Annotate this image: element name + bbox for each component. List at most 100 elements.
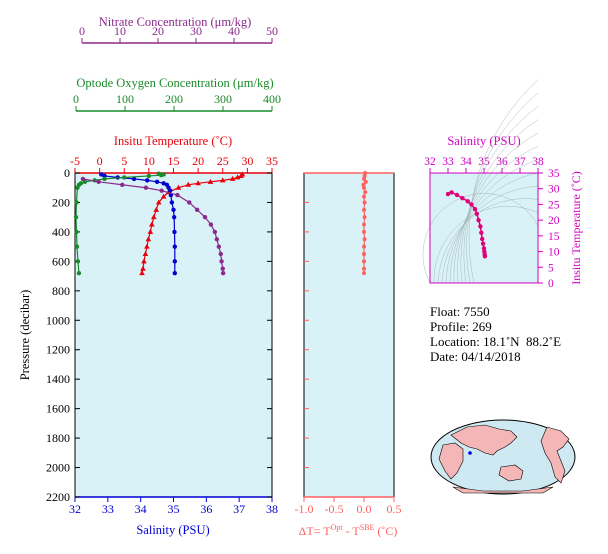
ts-point (476, 217, 481, 223)
ts-temperature-tick-label: 25 (548, 199, 560, 211)
ts-frame (429, 172, 539, 284)
salinity-axis-tick-label: 36 (200, 502, 212, 516)
oxygen-axis-tick-label: 400 (263, 92, 281, 106)
profile-line: Profile: 269 (430, 319, 561, 334)
salinity-point (171, 214, 177, 220)
ts-point (460, 195, 465, 201)
nitrate-axis-tick-label: 10 (114, 24, 126, 38)
ts-temperature-tick-label: 5 (548, 262, 554, 274)
optode-oxygen-concentration-point (76, 270, 82, 276)
delta-t-point (362, 237, 367, 242)
insitu-temperature-point (155, 199, 162, 205)
pressure-tick-label: 400 (52, 225, 70, 239)
map-land-africa (438, 442, 464, 480)
ts-point (479, 230, 484, 235)
nitrate-concentration-point (219, 259, 224, 264)
salinity-point (172, 229, 177, 235)
nitrate-concentration-point (120, 182, 125, 187)
ts-salinity-axis-title: Salinity (PSU) (447, 134, 520, 148)
delta-t-point (362, 222, 366, 227)
ts-temperature-tick-label: 35 (548, 168, 560, 180)
salinity-point (171, 207, 176, 213)
salinity-point (169, 200, 175, 205)
nitrate-concentration-point (212, 229, 218, 235)
delta-t-point (362, 271, 366, 276)
dt-plot-area (303, 172, 395, 498)
ts-isoline (463, 106, 539, 284)
ts-point (482, 254, 488, 259)
insitu-temperature-line (141, 174, 243, 274)
pressure-tick-label: 2200 (46, 490, 70, 504)
ts-salinity-axis-tick-label: 37 (514, 156, 526, 168)
insitu-temperature-point (151, 214, 157, 220)
salinity-point (172, 244, 178, 249)
delta-t-point (362, 244, 366, 249)
ts-salinity-axis-tick-label: 32 (424, 156, 436, 168)
ts-point (472, 206, 478, 212)
insitu-temperature-point (219, 177, 226, 183)
ts-point (445, 191, 451, 197)
ts-isoline (445, 172, 539, 284)
optode-oxygen-concentration-point (75, 185, 80, 190)
delta-t-point (362, 176, 366, 181)
ts-salinity-axis-tick-label: 34 (460, 156, 472, 168)
nitrate-concentration-point (187, 200, 192, 205)
oxygen-axis-tick-label: 100 (116, 92, 134, 106)
temperature-axis-tick-label: 25 (217, 154, 229, 168)
temperature-axis-tick-label: 0 (97, 154, 103, 168)
axis-ticks: 0 10 20 30 40 500 100 200 300 400-5 0 5 10 15 20 25 30 35… (46, 24, 560, 516)
insitu-temperature-point (147, 228, 154, 234)
date-line: Date: 04/14/2018 (430, 349, 561, 364)
salinity-axis-tick-label: 34 (135, 502, 147, 516)
salinity-axis-title: Salinity (PSU) (136, 523, 209, 537)
oxygen-axis-title: Optode Oxygen Concentration (μm/kg) (76, 76, 273, 90)
ts-point (454, 192, 460, 198)
ts-point (480, 241, 486, 246)
salinity-axis-tick-label: 32 (69, 502, 81, 516)
nitrate-concentration-point (216, 244, 222, 249)
delta-t-point (362, 194, 366, 199)
ts-temperature-tick-label: 10 (548, 247, 560, 259)
dt-axis-tick-label: -1.0 (295, 502, 314, 516)
delta-t-point (362, 259, 366, 264)
location-line: Location: 18.1˚N 88.2˚E (430, 334, 561, 349)
ts-diagram-series (445, 190, 488, 259)
insitu-temperature-point (185, 181, 192, 187)
ts-temperature-tick-label: 20 (548, 215, 560, 227)
salinity-point (168, 188, 173, 193)
ts-density-isolines (422, 79, 539, 284)
delta-t-point (362, 266, 366, 271)
nitrate-concentration-point (194, 207, 200, 213)
ts-temperature-axis-title: Insitu Temperature (˚C) (569, 171, 583, 285)
nitrate-axis-tick-label: 30 (190, 24, 202, 38)
pressure-axis-title: Pressure (decibar) (18, 290, 32, 381)
delta-t-point (363, 179, 368, 184)
world-map (430, 419, 576, 495)
insitu-temperature-point (149, 221, 155, 227)
float-value: 7550 (463, 304, 490, 319)
ts-salinity-axis-tick-label: 33 (442, 156, 454, 168)
temperature-axis-tick-label: 20 (192, 154, 204, 168)
nitrate-concentration-point (208, 222, 214, 227)
insitu-temperature-point (207, 178, 214, 184)
nitrate-concentration-point (214, 237, 220, 242)
optode-oxygen-concentration-point (75, 259, 81, 264)
profile-value: 269 (472, 319, 492, 334)
pressure-tick-label: 2000 (46, 461, 70, 475)
insitu-temperature-point (142, 251, 149, 256)
salinity-point (161, 181, 166, 186)
ts-salinity-axis-tick-label: 35 (478, 156, 490, 168)
ts-plot-area (429, 172, 539, 284)
ts-point (480, 236, 485, 242)
nitrate-concentration-point (218, 251, 223, 257)
location-value: 18.1˚N 88.2˚E (483, 334, 562, 349)
insitu-temperature-point (140, 265, 146, 271)
delta-t-point (362, 229, 366, 234)
salinity-axis-tick-label: 38 (266, 502, 278, 516)
map-land-america (540, 426, 570, 484)
delta-t-point (363, 190, 368, 195)
optode-oxygen-concentration-point (122, 175, 127, 180)
date-label: Date: (430, 349, 459, 364)
temperature-axis-tick-label: 10 (143, 154, 155, 168)
